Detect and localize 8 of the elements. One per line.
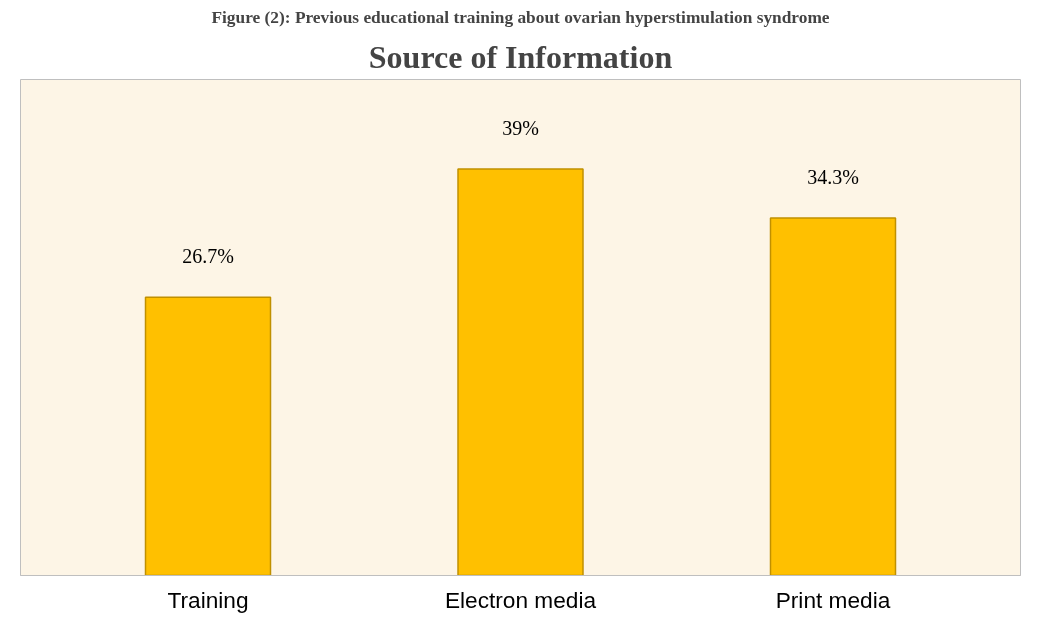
chart-title: Source of Information (368, 38, 673, 75)
x-tick-label: Electron media (444, 586, 597, 613)
text: Figure (2): Previous educational training about ovarian hyperstimulation syndrome (211, 7, 830, 27)
data-label: 26.7% (182, 245, 234, 268)
x-tick-label: Print media (775, 586, 891, 613)
data-label: 34.3% (807, 165, 859, 188)
x-tick-label: Training (167, 586, 249, 613)
data-label: 39% (502, 116, 539, 139)
